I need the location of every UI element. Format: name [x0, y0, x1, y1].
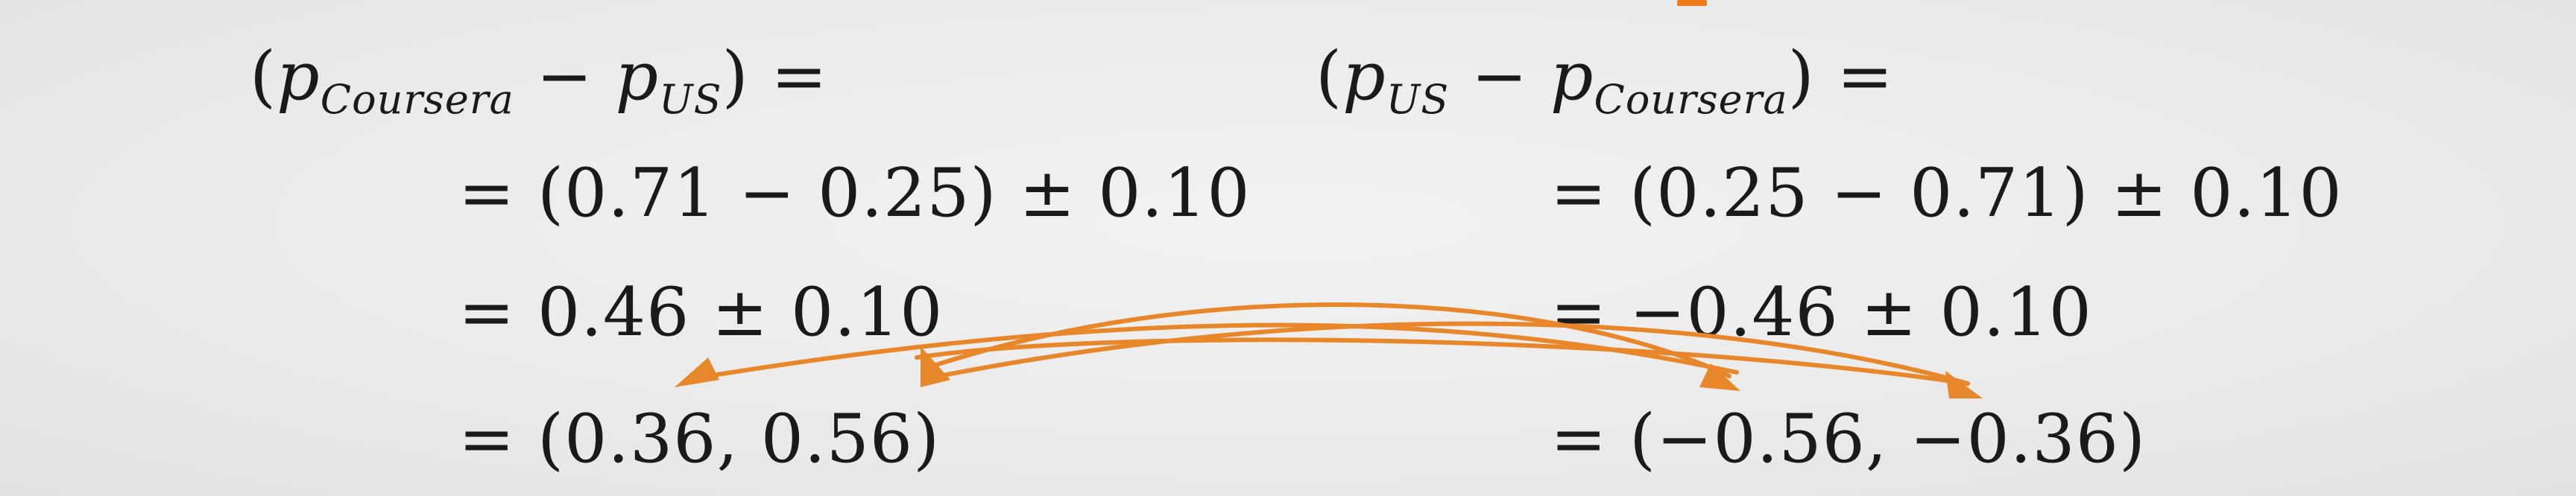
p-symbol: p	[1550, 37, 1594, 115]
minus-sign: −	[1449, 37, 1550, 115]
arrowhead-right-outer	[1945, 371, 1983, 398]
right-step-estimate: = −0.46 ± 0.10	[1550, 273, 2092, 352]
p-symbol: p	[1342, 37, 1386, 115]
left-step-interval: = (0.36, 0.56)	[458, 400, 941, 478]
left-header-expression: (pCoursera − pUS) =	[250, 43, 828, 120]
left-step-estimate: = 0.46 ± 0.10	[458, 273, 944, 352]
subscript-coursera: Coursera	[1594, 75, 1788, 123]
right-header-expression: (pUS − pCoursera) =	[1316, 43, 1894, 120]
arrowhead-left-outer	[675, 357, 719, 387]
paren-open: (	[1316, 37, 1343, 115]
right-step-difference: = (0.25 − 0.71) ± 0.10	[1550, 154, 2343, 232]
paren-open: (	[250, 37, 277, 115]
top-accent-mark	[1677, 0, 1707, 6]
right-step-interval: = (−0.56, −0.36)	[1550, 400, 2147, 478]
arrowhead-left-inner	[921, 346, 950, 387]
arrowhead-right-inner	[1699, 363, 1740, 391]
paren-close-equals: ) =	[1787, 37, 1894, 115]
minus-sign: −	[514, 37, 616, 115]
subscript-us: US	[659, 75, 722, 123]
p-symbol: p	[277, 37, 321, 115]
subscript-us: US	[1386, 75, 1450, 123]
paren-close-equals: ) =	[722, 37, 828, 115]
p-symbol: p	[615, 37, 660, 115]
left-step-difference: = (0.71 − 0.25) ± 0.10	[458, 154, 1251, 232]
subscript-coursera: Coursera	[320, 75, 514, 123]
